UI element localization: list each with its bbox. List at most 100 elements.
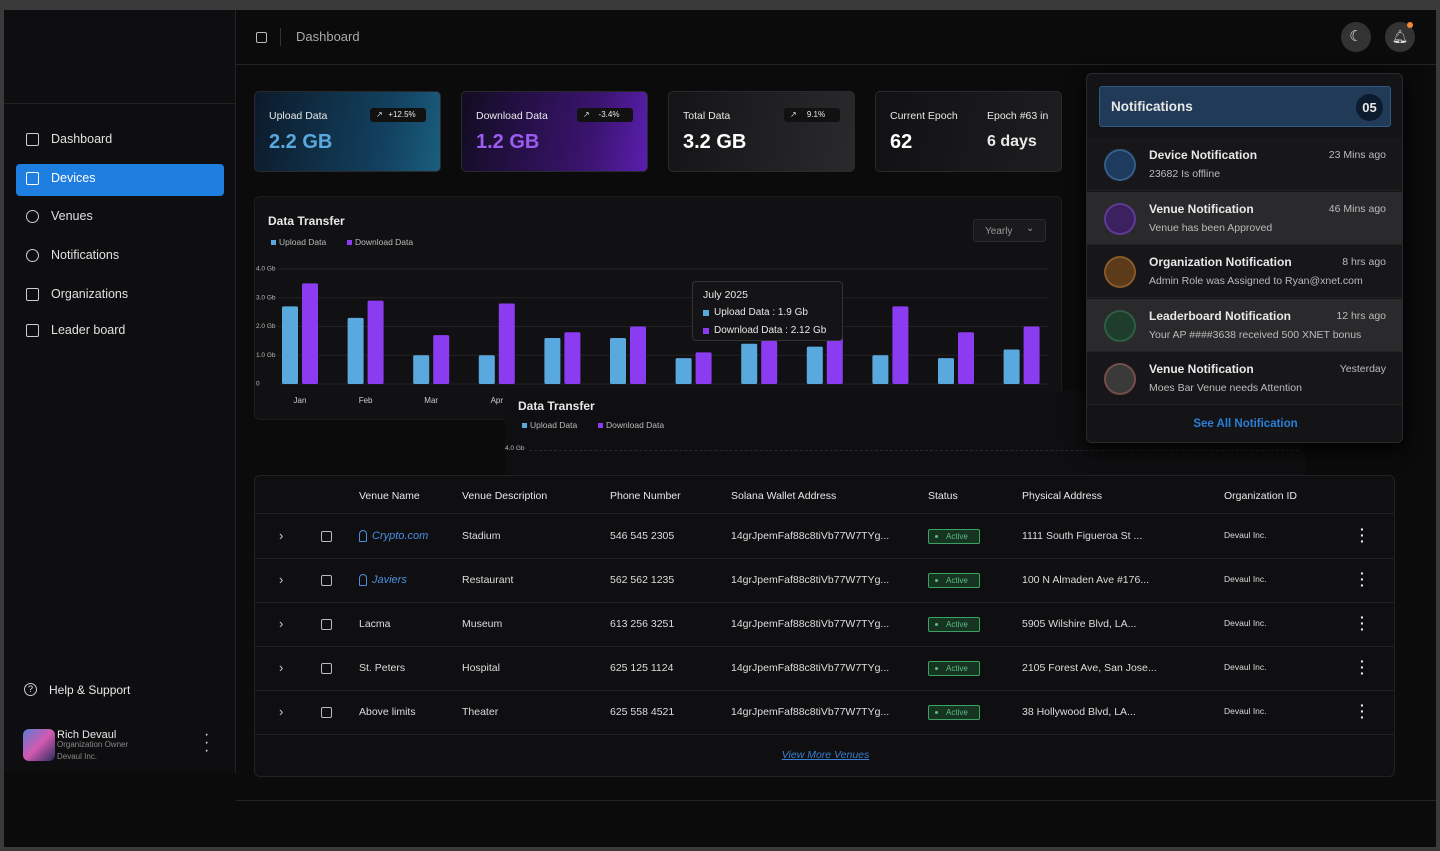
column-header: Physical Address [1022,490,1102,502]
bar [544,338,561,384]
trend-icon: ↗ [790,110,797,119]
table-row: › Crypto.com Stadium 546 545 2305 14grJpemFa… [255,515,1394,559]
expand-chevron[interactable]: › [279,616,284,631]
notif-icon [1104,149,1136,181]
notif-icon [1104,363,1136,396]
legend-swatch [598,423,603,428]
table-cell: 14grJpemFaf88c8tiVb77W7TYg... [731,662,890,674]
row-menu[interactable]: · · · [1360,653,1365,681]
nav-item[interactable]: Organizations [51,287,129,301]
table-cell: 14grJpemFaf88c8tiVb77W7TYg... [731,530,890,542]
bar [958,332,974,384]
stat-change: 9.1% ↗ [784,108,840,122]
bar [1023,326,1040,384]
table-cell: Hospital [462,662,500,674]
header-divider [236,64,1436,65]
notif-item[interactable]: Venue Notification 46 Mins ago Venue has b… [1087,191,1402,245]
notif-title: Notifications [1111,99,1193,114]
status-badge: Active [928,661,980,676]
nav-item[interactable]: Devices [51,171,96,185]
stat-value: 62 [890,131,913,153]
bar [872,355,889,384]
nav-item[interactable]: Dashboard [51,132,113,146]
notif-item[interactable]: Leaderboard Notification 12 hrs ago Your A… [1087,298,1402,352]
column-header: Solana Wallet Address [731,490,837,502]
expand-chevron[interactable]: › [279,528,284,543]
table-cell: 562 562 1235 [610,574,675,586]
stat-change: +12.5% ↗ [370,108,426,122]
legend-label: Download Data [606,420,665,430]
legend-label: Upload Data [279,237,327,247]
y-tick-label: 0 [256,381,260,388]
change-text: 9.1% [806,110,826,119]
bar [675,358,692,384]
row-menu[interactable]: · · · [1360,521,1365,549]
sidebar-toggle[interactable] [256,32,267,43]
expand-chevron[interactable]: › [279,704,284,719]
row-checkbox[interactable] [321,707,332,718]
stat-value: 6 days [987,133,1037,150]
user-menu[interactable]: · · · [204,726,210,759]
row-checkbox[interactable] [321,531,332,542]
bar [302,283,318,384]
nav-item[interactable]: Leader board [51,323,126,337]
table-cell: 2105 Forest Ave, San Jose... [1022,662,1157,674]
table-cell: 625 125 1124 [610,662,674,674]
venue-link[interactable]: Crypto.com [372,530,429,542]
x-tick-label: Mar [424,396,438,405]
stat-card: Total Data 3.2 GB 9.1% ↗ [668,91,855,172]
y-tick-label: 1.0 Gb [256,352,276,359]
row-checkbox[interactable] [321,575,332,586]
status-badge: Active [928,617,980,632]
table-cell: Above limits [359,706,416,718]
venue-link[interactable]: Javiers [372,574,407,586]
view-more[interactable]: View More Venues [781,749,870,761]
notif-item[interactable]: Device Notification 23 Mins ago 23682 Is o… [1087,138,1402,191]
notif-item[interactable]: Venue Notification Yesterday Moes Bar Venu… [1087,352,1402,406]
x-tick-label: Apr [491,396,504,405]
bar [610,338,626,384]
theme-toggle[interactable]: ☾ [1341,22,1371,52]
notif-message: Your AP ####3638 received 500 XNET bonus [1149,328,1362,341]
ghost-grid [529,450,1299,451]
table-cell: Devaul Inc. [1224,706,1267,716]
table-row: › St. Peters Hospital 625 125 1124 14grJpemF… [255,647,1394,691]
user-name: Rich Devaul [57,729,117,741]
tooltip-swatch [703,310,709,316]
table-cell: 14grJpemFaf88c8tiVb77W7TYg... [731,574,890,586]
row-checkbox[interactable] [321,663,332,674]
nav-item[interactable]: Venues [51,209,93,223]
row-menu[interactable]: · · · [1360,697,1365,725]
legend-swatch [522,423,527,428]
row-menu[interactable]: · · · [1360,609,1365,637]
expand-chevron[interactable]: › [279,660,284,675]
period-label: Yearly [985,226,1013,237]
venue-table: Venue Name Venue Description Phone Number S… [254,475,1395,777]
table-row: › Lacma Museum 613 256 3251 14grJpemFaf88c8t… [255,603,1394,647]
nav-active-bg [16,164,224,196]
see-all[interactable]: See All Notification [1193,418,1298,430]
nav-icon [26,249,39,262]
row-menu[interactable]: · · · [1360,565,1365,593]
bar [433,335,450,384]
row-checkbox[interactable] [321,619,332,630]
bar [367,300,384,384]
stat-value: 3.2 GB [683,131,747,153]
nav-item[interactable]: Notifications [51,248,120,262]
period-select[interactable]: Yearly ⌄ [973,219,1046,242]
help-link[interactable]: Help & Support [49,683,131,697]
notif-message: 23682 Is offline [1149,168,1221,180]
table-cell: 1111 South Figueroa St ... [1022,530,1143,542]
venue-icon [359,530,367,542]
stat-change: -3.4% ↗ [577,108,633,122]
expand-chevron[interactable]: › [279,572,284,587]
notif-time: 46 Mins ago [1328,202,1386,215]
table-cell: Devaul Inc. [1224,574,1267,584]
notif-icon [1104,309,1136,342]
trend-icon: ↗ [376,110,383,119]
tooltip-swatch [703,328,709,334]
notif-item[interactable]: Organization Notification 8 hrs ago Admin … [1087,245,1402,299]
status-dot [935,535,938,538]
tooltip-line: Download Data : 2.12 Gb [714,325,827,336]
stat-value: 1.2 GB [476,131,540,153]
